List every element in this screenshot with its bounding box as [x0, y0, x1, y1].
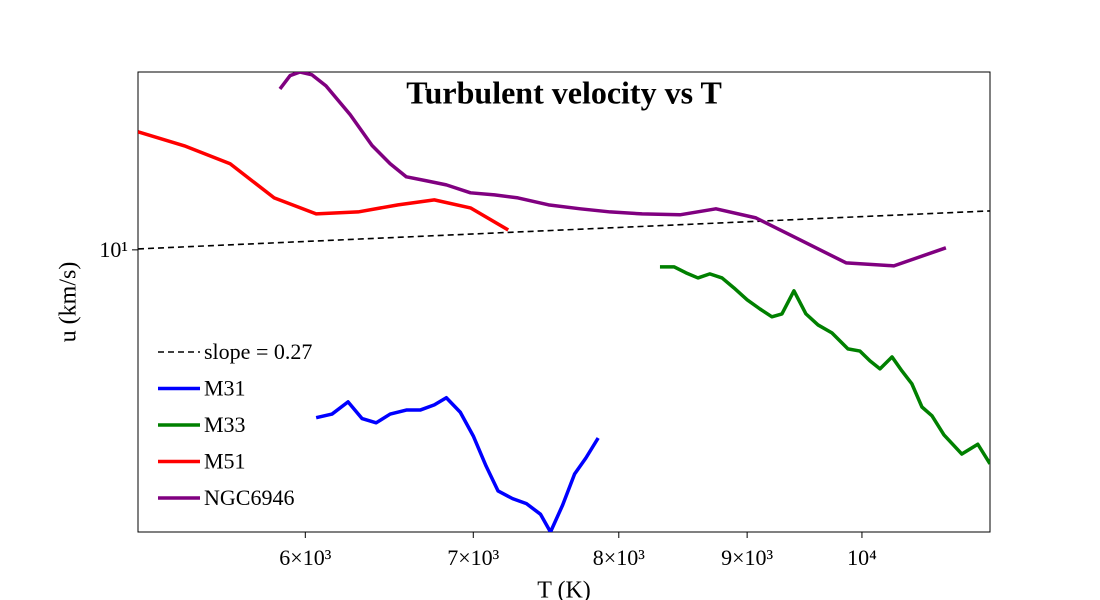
series-line [315, 395, 600, 532]
series-line [278, 72, 947, 268]
x-tick-label: 8×10³ [593, 545, 645, 570]
series-line [138, 130, 510, 232]
x-tick-label: 9×10³ [721, 545, 773, 570]
plot-frame [137, 71, 991, 533]
legend-label: M31 [204, 376, 246, 401]
series-line [138, 210, 990, 250]
legend-label: slope = 0.27 [204, 339, 312, 364]
x-tick-label: 10⁴ [847, 545, 877, 570]
x-tick-label: 7×10³ [447, 545, 499, 570]
legend-label: NGC6946 [204, 485, 294, 510]
x-tick-label: 6×10³ [279, 545, 331, 570]
legend-label: M33 [204, 412, 246, 437]
chart-title: Turbulent velocity vs T [406, 74, 722, 110]
legend-label: M51 [204, 449, 246, 474]
x-axis-label: T (K) [537, 578, 591, 600]
series-line [659, 265, 990, 465]
y-axis-label: u (km/s) [56, 262, 82, 343]
y-tick-label: 10¹ [99, 237, 128, 262]
